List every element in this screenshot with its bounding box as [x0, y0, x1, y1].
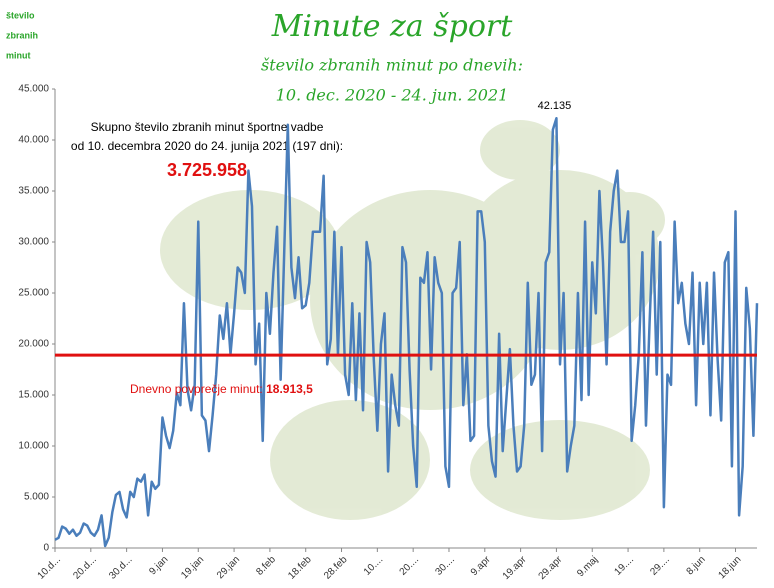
- y-tick-label: 20.000: [18, 339, 49, 350]
- y-tick-label: 25.000: [18, 288, 49, 299]
- x-tick-label: 20....: [398, 554, 422, 578]
- total-value: 3.725.958: [167, 160, 247, 180]
- y-tick-label: 35.000: [18, 186, 49, 197]
- average-label: Dnevno povprečje minut: 18.913,5: [130, 382, 313, 396]
- average-value: 18.913,5: [266, 382, 313, 396]
- x-tick-label: 19....: [613, 554, 637, 578]
- x-tick-label: 29.jan: [215, 554, 242, 581]
- total-text: Skupno število zbranih minut športne vad…: [91, 120, 324, 134]
- total-text: od 10. decembra 2020 do 24. junija 2021 …: [71, 139, 343, 153]
- average-label-text: Dnevno povprečje minut:: [130, 382, 263, 396]
- y-tick-label: 5.000: [24, 492, 49, 503]
- x-tick-label: 9.jan: [147, 554, 170, 577]
- data-label: 42.135: [538, 100, 572, 112]
- y-tick-label: 45.000: [18, 84, 49, 95]
- y-tick-label: 15.000: [18, 390, 49, 401]
- y-tick-label: 40.000: [18, 135, 49, 146]
- x-tick-label: 10....: [362, 554, 386, 578]
- y-tick-label: 0: [43, 543, 49, 554]
- y-axis-label: število: [6, 10, 35, 20]
- x-tick-label: 10.d...: [36, 554, 63, 581]
- chart-subtitle: 10. dec. 2020 - 24. jun. 2021: [276, 86, 509, 105]
- x-tick-label: 19.apr: [501, 554, 529, 582]
- y-axis-label: minut: [6, 50, 31, 60]
- x-tick-label: 20.d...: [71, 554, 98, 581]
- x-tick-label: 9.maj: [575, 554, 600, 579]
- x-tick-label: 28.feb: [322, 554, 350, 582]
- x-tick-label: 29.apr: [537, 554, 565, 582]
- y-tick-label: 30.000: [18, 237, 49, 248]
- x-tick-label: 9.apr: [469, 554, 493, 578]
- x-tick-label: 30.d...: [107, 554, 134, 581]
- chart-title: Minute za šport: [271, 9, 514, 44]
- chart-subtitle: število zbranih minut po dnevih:: [261, 56, 523, 75]
- x-tick-label: 18.jun: [716, 554, 743, 581]
- x-tick-label: 30....: [433, 554, 457, 578]
- y-axis-label: zbranih: [6, 30, 38, 40]
- data-line: [54, 116, 759, 548]
- x-tick-label: 8.jun: [685, 554, 708, 577]
- x-tick-label: 19.jan: [179, 554, 206, 581]
- x-tick-label: 18.feb: [286, 554, 314, 582]
- x-tick-label: 29....: [648, 554, 672, 578]
- x-tick-label: 8.feb: [254, 554, 278, 578]
- y-tick-label: 10.000: [18, 441, 49, 452]
- background-figures: [160, 120, 665, 520]
